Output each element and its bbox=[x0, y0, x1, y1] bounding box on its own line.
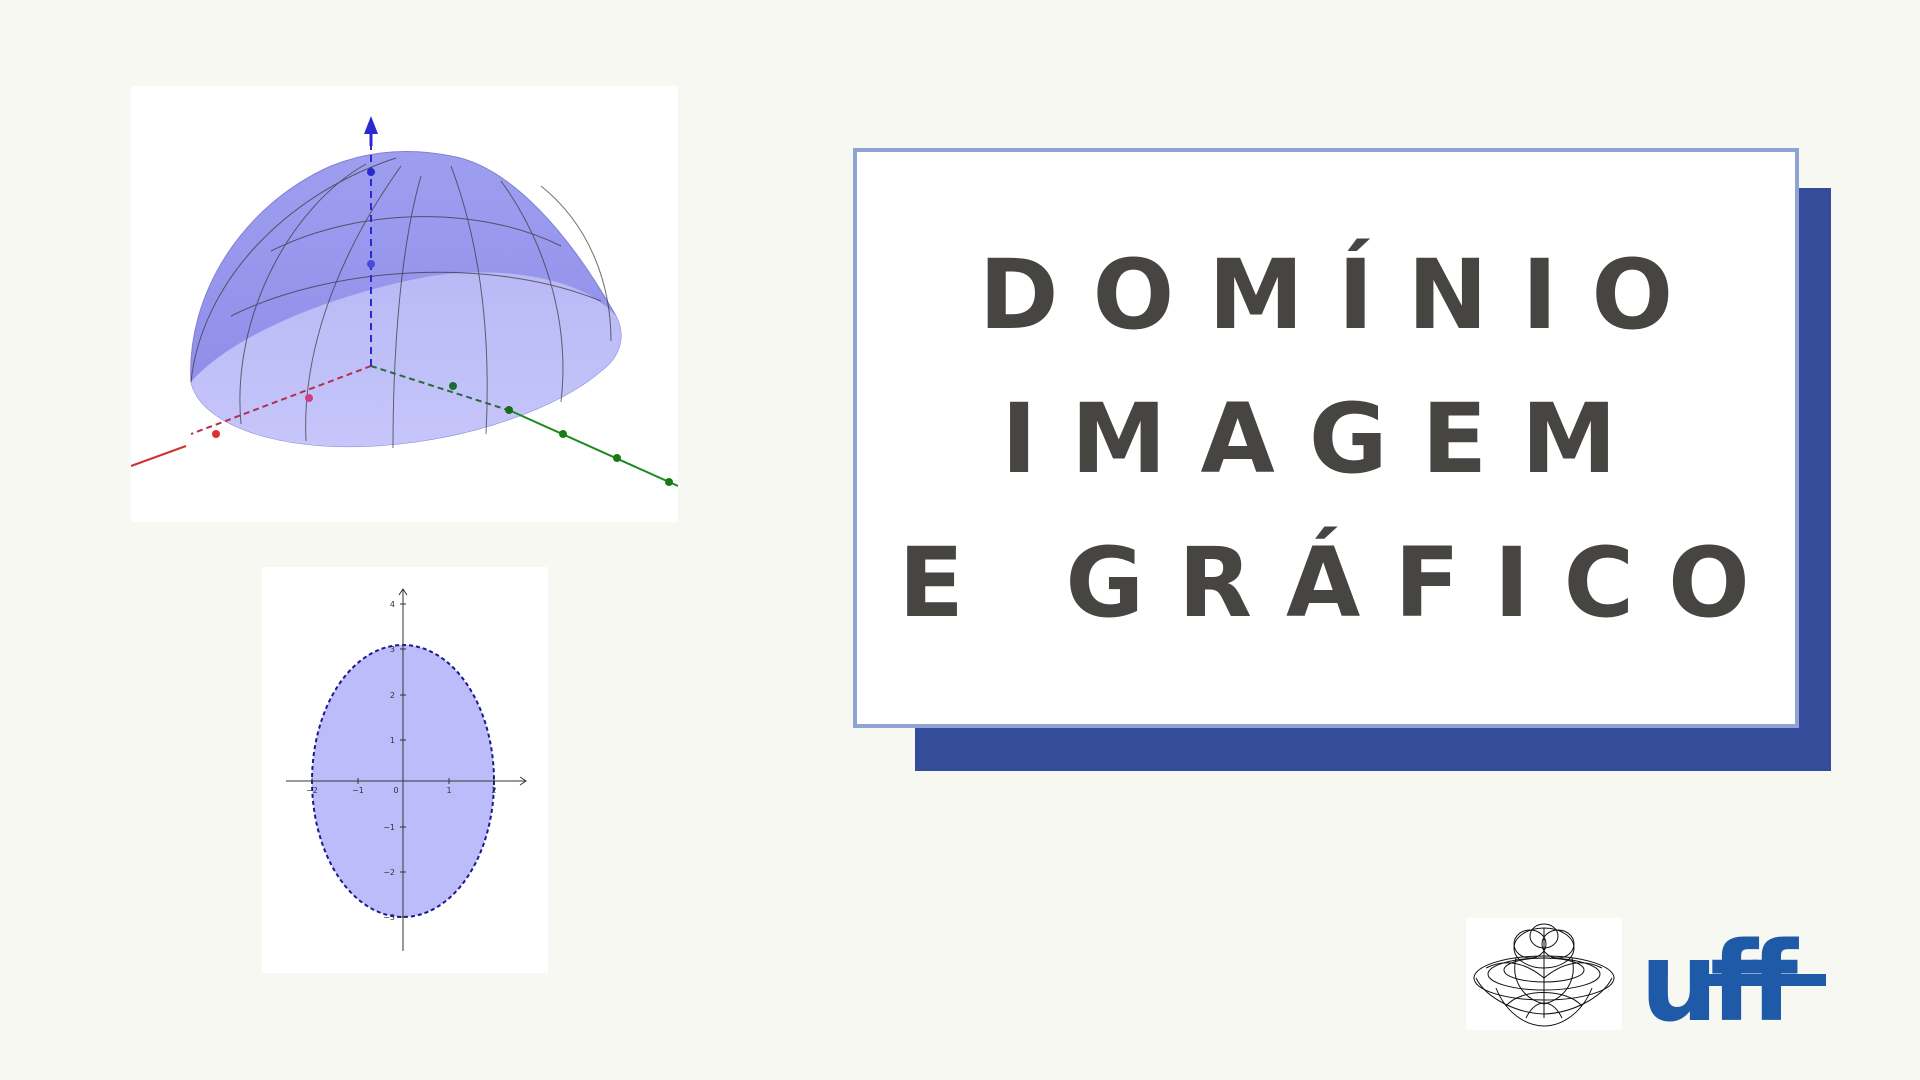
z-axis-point bbox=[367, 168, 375, 176]
uff-logo: uff bbox=[1640, 918, 1826, 1046]
y-axis-point bbox=[449, 382, 457, 390]
y-axis-dashed bbox=[370, 365, 512, 412]
x-tick-label: −2 bbox=[306, 786, 318, 795]
y-tick-label: 4 bbox=[390, 600, 395, 609]
y-tick-label: −2 bbox=[383, 868, 395, 877]
y-tick-label: 3 bbox=[390, 645, 395, 654]
x-axis-line bbox=[131, 445, 187, 467]
x-axis-dashed bbox=[190, 365, 372, 435]
x-tick-label: 1 bbox=[446, 786, 451, 795]
y-tick-label: 2 bbox=[390, 691, 395, 700]
ellipse-2d-graph: −2 −1 0 1 2 4 3 2 1 −1 −2 −3 bbox=[262, 567, 548, 973]
ellipsoid-base bbox=[191, 272, 621, 447]
y-axis-point bbox=[505, 406, 513, 414]
y-axis-point bbox=[665, 478, 673, 486]
uff-logo-svg: uff bbox=[1640, 918, 1826, 1046]
y-axis-line bbox=[510, 410, 678, 487]
y-tick-label: −3 bbox=[383, 913, 395, 922]
title-box: DOMÍNIO IMAGEM E GRÁFICO bbox=[853, 148, 1799, 728]
meridian-lines bbox=[190, 157, 612, 449]
z-axis-point bbox=[367, 260, 375, 268]
ellipsoid-3d-svg bbox=[131, 116, 678, 487]
uff-logo-bar bbox=[1700, 974, 1826, 986]
x-tick-label: −1 bbox=[352, 786, 364, 795]
z-axis-arrow bbox=[364, 116, 378, 134]
x-axis-arrow bbox=[519, 776, 527, 786]
surface-drawing-icon bbox=[1473, 923, 1615, 1027]
ellipse-2d-svg: −2 −1 0 1 2 4 3 2 1 −1 −2 −3 bbox=[286, 588, 527, 951]
y-tick-label: −1 bbox=[383, 823, 395, 832]
x-tick-label: 0 bbox=[393, 786, 398, 795]
x-axis-point bbox=[212, 430, 220, 438]
math-institute-logo bbox=[1466, 918, 1622, 1030]
title-line-2: IMAGEM bbox=[1001, 383, 1651, 495]
y-tick-label: 1 bbox=[390, 736, 395, 745]
title-line-1: DOMÍNIO bbox=[978, 239, 1708, 351]
y-axis-arrow bbox=[398, 588, 408, 596]
x-tick-label: 2 bbox=[491, 786, 496, 795]
y-axis-point bbox=[559, 430, 567, 438]
ellipsoid-3d-graph bbox=[131, 86, 678, 522]
y-axis-point bbox=[613, 454, 621, 462]
x-axis-point bbox=[305, 394, 313, 402]
title-line-3: E GRÁFICO bbox=[898, 527, 1784, 639]
